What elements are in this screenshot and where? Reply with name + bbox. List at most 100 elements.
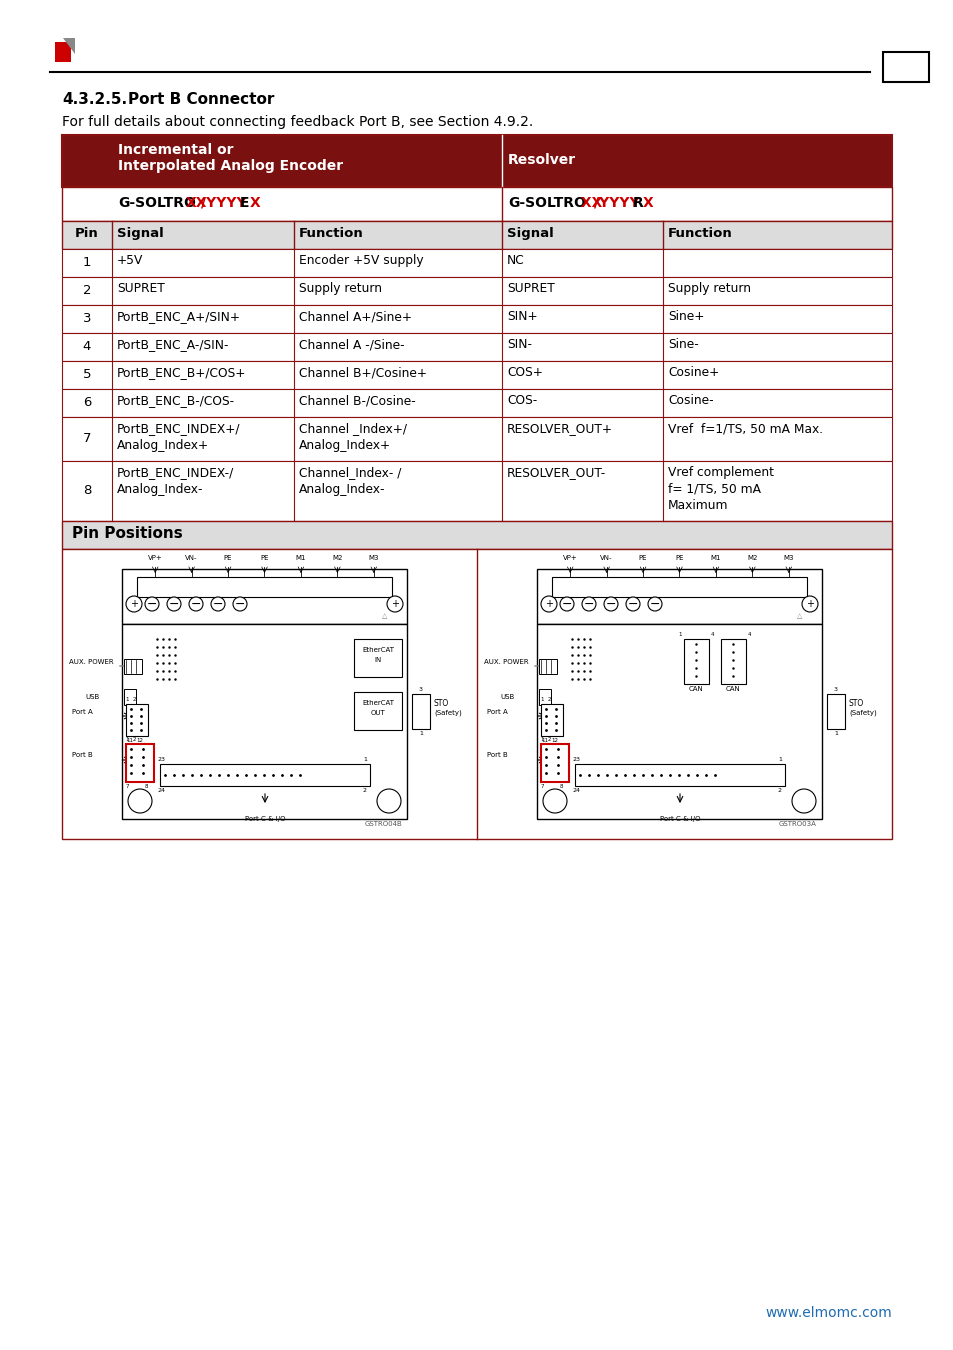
Text: STO: STO xyxy=(434,699,449,707)
Text: 24: 24 xyxy=(573,788,580,792)
Circle shape xyxy=(376,788,400,813)
Text: PortB_ENC_INDEX+/
Analog_Index+: PortB_ENC_INDEX+/ Analog_Index+ xyxy=(117,423,240,451)
Text: −: − xyxy=(191,598,201,610)
Text: PortB_ENC_A+/SIN+: PortB_ENC_A+/SIN+ xyxy=(117,310,241,323)
Text: 4: 4 xyxy=(747,632,751,637)
Bar xyxy=(882,53,928,82)
Circle shape xyxy=(603,597,618,612)
Text: Channel_Index- /
Analog_Index-: Channel_Index- / Analog_Index- xyxy=(298,466,401,495)
Bar xyxy=(62,360,891,389)
Text: −: − xyxy=(561,598,572,610)
Circle shape xyxy=(540,595,557,612)
Text: PortB_ENC_B-/COS-: PortB_ENC_B-/COS- xyxy=(117,394,234,406)
Text: (Safety): (Safety) xyxy=(434,710,461,717)
Text: Pin: Pin xyxy=(75,227,99,240)
Circle shape xyxy=(126,595,142,612)
Text: M2: M2 xyxy=(746,555,757,562)
Text: 1: 1 xyxy=(363,757,367,761)
Text: X: X xyxy=(642,196,653,211)
Text: CAN: CAN xyxy=(725,686,740,693)
Circle shape xyxy=(791,788,815,813)
Text: AUX. POWER: AUX. POWER xyxy=(483,659,528,666)
Text: 5: 5 xyxy=(83,369,91,382)
Bar xyxy=(126,703,148,736)
Text: For full details about connecting feedback Port B, see Section 4.9.2.: For full details about connecting feedba… xyxy=(62,115,533,130)
Circle shape xyxy=(647,597,661,612)
Text: SUPRET: SUPRET xyxy=(506,282,554,296)
Text: −: − xyxy=(649,598,659,610)
Text: Channel A -/Sine-: Channel A -/Sine- xyxy=(298,338,404,351)
Text: 1: 1 xyxy=(418,730,422,736)
Text: GSTRO03A: GSTRO03A xyxy=(779,821,816,828)
Text: M3: M3 xyxy=(782,555,793,562)
Bar xyxy=(160,764,370,786)
Text: Supply return: Supply return xyxy=(667,282,750,296)
Bar xyxy=(62,521,891,549)
Circle shape xyxy=(128,788,152,813)
Text: 3: 3 xyxy=(833,687,837,693)
Bar xyxy=(62,333,891,360)
Bar xyxy=(62,549,891,838)
Text: Cosine-: Cosine- xyxy=(667,394,713,406)
Text: PE: PE xyxy=(639,555,647,562)
Bar xyxy=(537,568,821,624)
Text: E: E xyxy=(240,196,250,211)
Text: COS+: COS+ xyxy=(506,366,542,379)
Text: /YYYY: /YYYY xyxy=(594,196,639,211)
Text: 12: 12 xyxy=(136,738,143,742)
Text: Port B: Port B xyxy=(486,752,507,757)
Text: PortB_ENC_A-/SIN-: PortB_ENC_A-/SIN- xyxy=(117,338,230,351)
Text: PE: PE xyxy=(675,555,683,562)
Text: Sine-: Sine- xyxy=(667,338,698,351)
Text: XX: XX xyxy=(186,196,208,211)
Text: AUX. POWER: AUX. POWER xyxy=(69,659,113,666)
Text: Channel B+/Cosine+: Channel B+/Cosine+ xyxy=(298,366,427,379)
Text: Channel _Index+/
Analog_Index+: Channel _Index+/ Analog_Index+ xyxy=(298,423,407,451)
Text: www.elmomc.com: www.elmomc.com xyxy=(764,1305,891,1320)
Text: R: R xyxy=(633,196,643,211)
Text: COS-: COS- xyxy=(506,394,537,406)
Text: 1: 1 xyxy=(778,757,781,761)
Text: EtherCAT: EtherCAT xyxy=(361,701,394,706)
Text: −: − xyxy=(583,598,594,610)
Bar xyxy=(62,389,891,417)
Text: Supply return: Supply return xyxy=(298,282,381,296)
Text: 1  2: 1 2 xyxy=(126,737,136,742)
Text: 24: 24 xyxy=(158,788,166,792)
Text: △: △ xyxy=(382,613,387,620)
Text: 8: 8 xyxy=(558,784,562,788)
Text: 12: 12 xyxy=(551,738,558,742)
Text: Interpolated Analog Encoder: Interpolated Analog Encoder xyxy=(118,159,343,173)
Text: Port B Connector: Port B Connector xyxy=(128,92,274,107)
Text: Port A: Port A xyxy=(486,709,507,716)
Text: 3: 3 xyxy=(418,687,422,693)
Text: 7: 7 xyxy=(83,432,91,446)
Text: 8: 8 xyxy=(83,485,91,498)
Text: Function: Function xyxy=(667,227,732,240)
Bar xyxy=(62,277,891,305)
Circle shape xyxy=(145,597,159,612)
Circle shape xyxy=(211,597,225,612)
Bar xyxy=(62,248,891,277)
Bar xyxy=(354,639,401,676)
Bar xyxy=(124,659,142,674)
Text: 1  2: 1 2 xyxy=(540,737,551,742)
Text: Cosine+: Cosine+ xyxy=(667,366,719,379)
Bar xyxy=(540,703,562,736)
Text: Function: Function xyxy=(298,227,363,240)
Text: Port B: Port B xyxy=(71,752,92,757)
Text: 23: 23 xyxy=(573,757,580,761)
Text: CAN: CAN xyxy=(688,686,702,693)
Bar xyxy=(122,568,407,624)
Text: OUT: OUT xyxy=(370,710,385,716)
Text: +: + xyxy=(805,599,813,609)
Circle shape xyxy=(233,597,247,612)
Text: XX: XX xyxy=(576,196,601,211)
Bar xyxy=(62,460,891,521)
Text: 1: 1 xyxy=(833,730,837,736)
Text: Resolver: Resolver xyxy=(507,153,576,167)
Text: −: − xyxy=(605,598,616,610)
Bar xyxy=(540,744,568,782)
Text: △: △ xyxy=(797,613,801,620)
Text: SIN-: SIN- xyxy=(506,338,532,351)
